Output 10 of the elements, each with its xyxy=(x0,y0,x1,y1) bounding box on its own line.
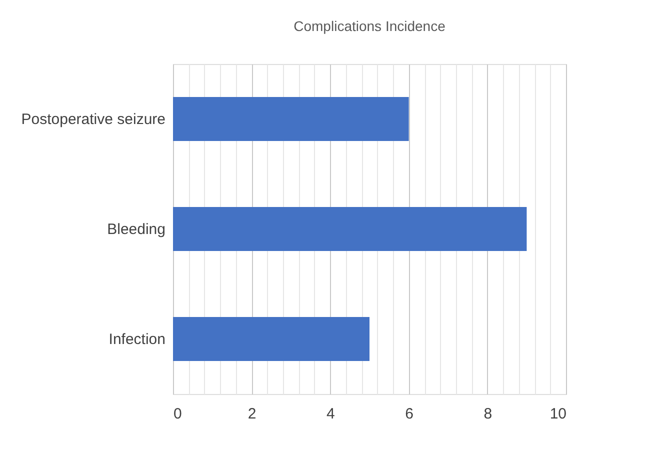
x-tick-label: 10 xyxy=(550,406,566,422)
x-tick-label: 4 xyxy=(326,406,335,422)
y-tick-label: Bleeding xyxy=(107,221,166,238)
x-tick-label: 6 xyxy=(405,406,414,422)
chart-title: Complications Incidence xyxy=(294,18,446,34)
y-tick-label: Infection xyxy=(108,331,166,348)
x-tick-label: 2 xyxy=(248,406,256,422)
x-tick-label: 0 xyxy=(174,406,182,422)
x-tick-label: 8 xyxy=(484,406,492,422)
y-tick-label: Postoperative seizure xyxy=(21,111,166,128)
